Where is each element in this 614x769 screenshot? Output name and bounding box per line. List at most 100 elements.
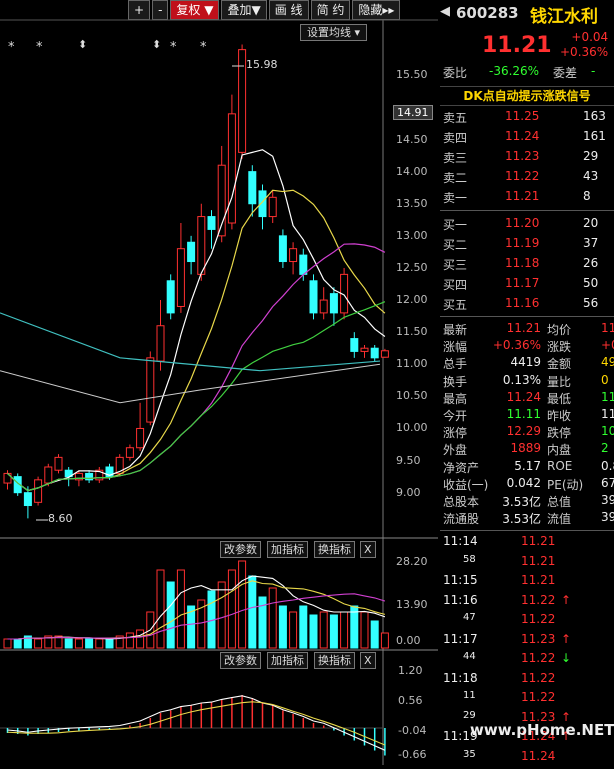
sell-level-row[interactable]: 卖三 11.23 29 [443,149,613,169]
sell-level-row[interactable]: 卖二 11.22 43 [443,169,613,189]
order-level-label: 买四 [443,278,468,292]
section-divider [440,530,614,531]
stat-value: 67 [601,475,614,490]
overlay-dropdown[interactable]: 叠加▼ [221,0,267,20]
low-price-label: 8.60 [48,512,73,525]
stats-row: 流通股 3.53亿 流值 39 [443,510,614,530]
stats-row: 总股本 3.53亿 总值 39 [443,493,614,513]
macd-change-param-button[interactable]: 改参数 [220,652,261,669]
chevron-down-icon: ▾ [354,26,361,39]
volume-bar [95,638,104,649]
collapse-icon[interactable]: ◀ [440,4,450,19]
set-ma-button[interactable]: 设置均线 ▾ [300,24,368,41]
stat-value: 3.53亿 [502,495,541,509]
tick-price: 11.21 [521,553,556,568]
order-level-label: 买三 [443,258,468,272]
volume-bar [13,638,22,649]
macd-switch-indicator-button[interactable]: 换指标 [314,652,355,669]
sell-level-row[interactable]: 卖四 11.24 161 [443,129,613,149]
buy-level-row[interactable]: 买三 11.18 26 [443,256,613,276]
tick-price: 11.23 [521,631,556,646]
volume-ma5-line [7,575,386,640]
stat-label: ROE [547,458,573,473]
tick-price: 11.24 [521,748,556,763]
tick-row: 11:14 11.21 [443,534,613,554]
tick-price: 11.22 [521,651,556,665]
tick-time: 11:15 [443,573,478,587]
tick-time: 29 [463,709,476,721]
volume-bar [44,635,53,649]
tick-price: 11.21 [521,534,556,548]
dk-signal-banner[interactable]: DK点自动提示涨跌信号 [440,86,614,106]
volume-bar [64,638,73,649]
volume-bar [248,575,257,649]
macd-add-indicator-button[interactable]: 加指标 [267,652,308,669]
buy-level-row[interactable]: 买五 11.16 56 [443,296,613,316]
stats-row: 外盘 1889 内盘 2 [443,441,613,461]
volume-bar [238,560,247,649]
stat-value: 0.8 [601,458,614,473]
order-price: 11.22 [505,169,540,183]
volume-switch-indicator-button[interactable]: 换指标 [314,541,355,558]
candle-body [248,171,257,205]
tick-row: 11:16 11.22 ↑ [443,593,613,613]
stat-label: 流值 [547,512,572,527]
volume-bar [156,569,165,649]
order-volume: 163 [583,109,606,123]
stock-code: 600283 [456,4,519,22]
fuquan-dropdown[interactable]: 复权 ▼ [170,0,220,20]
buy-level-row[interactable]: 买四 11.17 50 [443,276,613,296]
volume-close-button[interactable]: X [360,541,376,558]
hide-panel-button[interactable]: 隐藏▸▸ [352,0,401,20]
stat-value: 4419 [510,355,541,370]
tick-row: 44 11.22 ↓ [443,651,613,671]
buy-level-row[interactable]: 买一 11.20 20 [443,216,613,236]
volume-bar [125,632,134,649]
candle-body [156,325,165,362]
price-axis-tick: 13.50 [396,196,428,210]
stat-value: 0 [601,372,609,387]
candle-body [187,241,196,263]
chart-toolbar: + - 复权 ▼ 叠加▼ 画 线 简 约 隐藏▸▸ [128,0,402,20]
sell-level-row[interactable]: 卖一 11.21 8 [443,189,613,209]
stat-value: 39 [601,510,614,525]
sell-level-row[interactable]: 卖五 11.25 163 [443,109,613,129]
section-divider [440,316,614,317]
candle-body [176,248,185,307]
macd-close-button[interactable]: X [360,652,376,669]
price-axis-tick: 9.50 [396,453,421,467]
set-ma-label: 设置均线 [307,26,351,39]
tick-price: 11.21 [521,573,556,587]
stat-label: 收益(一) [443,477,489,492]
candle-body [207,216,216,230]
draw-line-button[interactable]: 画 线 [268,0,309,20]
order-level-label: 卖四 [443,131,468,145]
stats-row: 涨停 12.29 跌停 10 [443,424,614,444]
simple-mode-button[interactable]: 简 约 [310,0,351,20]
weibi-label: 委比 [443,66,468,80]
price-axis-tick: 14.50 [396,132,428,146]
volume-bar [319,611,328,649]
macd-axis-tick: 0.56 [398,694,423,707]
order-price: 11.20 [505,216,540,230]
tick-time: 11:19 [443,729,478,743]
stat-label: 总股本 [443,495,480,509]
stat-label: 最新 [443,323,468,337]
order-volume: 56 [583,296,599,310]
volume-change-param-button[interactable]: 改参数 [220,541,261,558]
price-axis-tick: 15.50 [396,68,428,82]
candle-body [125,447,134,458]
arrow-marker: ⬍ [152,38,162,51]
stat-value: 11.21 [506,321,541,335]
buy-level-row[interactable]: 买二 11.19 37 [443,236,613,256]
volume-bar [105,638,114,649]
candle-body [289,248,298,263]
weibi-value: -36.26% [489,64,540,78]
candle-body [360,347,369,352]
kline-chart[interactable] [0,0,438,765]
stats-row: 涨幅 +0.36% 涨跌 +0 [443,338,614,358]
zoom-out-button[interactable]: - [152,0,169,20]
tick-row: 35 11.24 [443,749,613,769]
order-volume: 26 [583,256,599,270]
volume-add-indicator-button[interactable]: 加指标 [267,541,308,558]
